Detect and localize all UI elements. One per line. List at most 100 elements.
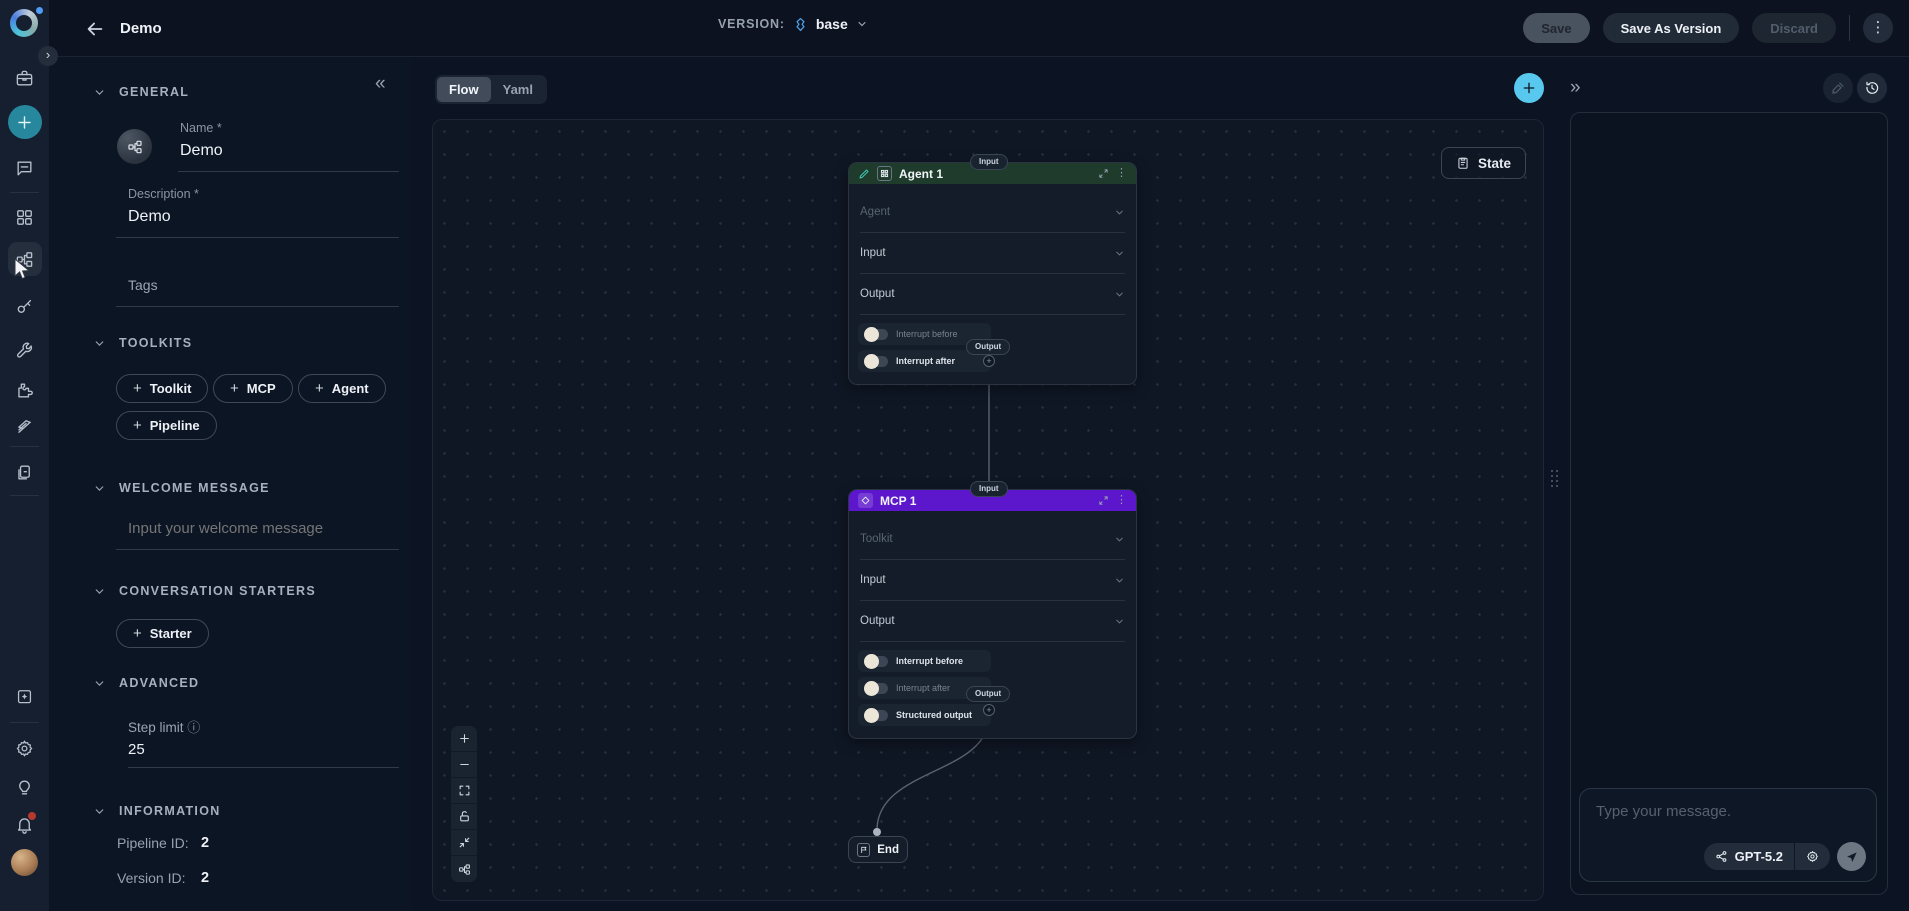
expand-node-icon[interactable] — [1098, 495, 1109, 506]
add-node-button[interactable] — [1514, 73, 1544, 103]
sidebar-item-files[interactable] — [8, 455, 42, 489]
sidebar-item-ideas[interactable] — [8, 770, 42, 804]
interrupt-before-toggle[interactable]: Interrupt before — [858, 650, 991, 672]
tab-flow[interactable]: Flow — [437, 77, 491, 102]
mcp-node[interactable]: MCP 1 ⋮ Toolkit Input Output — [848, 489, 1137, 739]
history-button[interactable] — [1857, 73, 1887, 103]
sidebar-item-apps[interactable] — [8, 200, 42, 234]
discard-button[interactable]: Discard — [1752, 13, 1836, 43]
section-toolkits[interactable]: TOOLKITS — [93, 336, 192, 350]
welcome-message-input[interactable] — [128, 520, 398, 537]
app-logo[interactable] — [10, 9, 38, 37]
sidebar-item-integrations[interactable] — [8, 373, 42, 407]
lock-button[interactable] — [451, 804, 477, 830]
sidebar-item-notifications[interactable] — [8, 807, 42, 841]
node-menu-icon[interactable]: ⋮ — [1116, 494, 1127, 506]
sidebar-item-pipelines[interactable] — [7, 242, 42, 276]
add-edge-connector[interactable]: + — [983, 355, 995, 367]
version-selector[interactable]: VERSION: base — [718, 16, 868, 32]
sidebar-user-avatar[interactable] — [8, 845, 42, 879]
expand-node-icon[interactable] — [1098, 168, 1109, 179]
agent-row-input[interactable]: Input — [860, 233, 1125, 274]
agent-type-icon — [877, 166, 892, 181]
save-as-version-button[interactable]: Save As Version — [1602, 13, 1740, 43]
section-welcome-message[interactable]: WELCOME MESSAGE — [93, 481, 270, 495]
add-agent-button[interactable]: + Agent — [298, 374, 386, 403]
info-icon[interactable]: ⓘ — [187, 720, 201, 735]
back-icon[interactable] — [84, 18, 106, 40]
mcp-row-input[interactable]: Input — [860, 560, 1125, 601]
node-menu-icon[interactable]: ⋮ — [1116, 167, 1127, 179]
name-field[interactable]: Demo — [180, 142, 223, 159]
sidebar-item-projects[interactable] — [8, 61, 42, 95]
chat-input-box[interactable]: GPT-5.2 — [1579, 788, 1877, 882]
state-button[interactable]: State — [1441, 147, 1527, 179]
plus-icon — [18, 115, 31, 129]
tags-label[interactable]: Tags — [128, 277, 158, 293]
agent-input-handle[interactable]: Input — [970, 154, 1008, 170]
panel-resize-handle[interactable] — [1551, 470, 1559, 500]
add-pipeline-button[interactable]: + Pipeline — [116, 411, 217, 440]
fit-view-button[interactable] — [451, 778, 477, 804]
gear-icon — [1807, 851, 1818, 862]
flow-canvas[interactable]: State Input Agent 1 ⋮ Agent — [432, 119, 1544, 901]
agent-row-agent[interactable]: Agent — [860, 192, 1125, 233]
add-starter-button[interactable]: + Starter — [116, 619, 209, 648]
section-conversation-starters[interactable]: CONVERSATION STARTERS — [93, 584, 316, 598]
send-button[interactable] — [1837, 842, 1866, 871]
add-mcp-button[interactable]: + MCP — [213, 374, 293, 403]
edit-icon[interactable] — [858, 168, 870, 180]
collapse-panel-icon[interactable]: « — [375, 73, 386, 94]
toggle-switch-off[interactable] — [864, 353, 888, 369]
interrupt-before-toggle[interactable]: Interrupt before — [858, 323, 991, 345]
mcp-output-handle[interactable]: Output — [966, 686, 1011, 702]
expand-sidebar-button[interactable]: › — [38, 46, 58, 66]
interrupt-after-toggle[interactable]: Interrupt after — [858, 677, 991, 699]
section-information[interactable]: INFORMATION — [93, 804, 221, 818]
agent-output-handle[interactable]: Output — [966, 339, 1011, 355]
agent-node-header[interactable]: Agent 1 ⋮ — [849, 163, 1136, 184]
more-options-button[interactable]: ⋮ — [1863, 13, 1893, 43]
agent-row-output[interactable]: Output — [860, 274, 1125, 315]
toggle-switch-off[interactable] — [864, 326, 888, 342]
sidebar-item-docs[interactable] — [8, 680, 42, 714]
agent-node[interactable]: Agent 1 ⋮ Agent Input Output — [848, 162, 1137, 385]
sidebar-item-chat[interactable] — [8, 151, 42, 185]
zoom-in-button[interactable] — [451, 726, 477, 752]
chat-settings-button[interactable] — [1795, 850, 1830, 863]
canvas-controls — [451, 726, 477, 882]
toggle-switch-off[interactable] — [864, 707, 888, 723]
interrupt-after-toggle[interactable]: Interrupt after — [858, 350, 991, 372]
structured-output-toggle[interactable]: Structured output — [858, 704, 991, 726]
collapse-nodes-button[interactable] — [451, 830, 477, 856]
mcp-node-header[interactable]: MCP 1 ⋮ — [849, 490, 1136, 511]
sidebar-item-credentials[interactable] — [8, 289, 42, 323]
sidebar-item-tools[interactable] — [8, 333, 42, 367]
mcp-input-handle[interactable]: Input — [970, 481, 1008, 497]
chat-message-input[interactable] — [1596, 803, 1856, 833]
sidebar-item-collections[interactable] — [8, 408, 42, 442]
add-toolkit-button[interactable]: + Toolkit — [116, 374, 209, 403]
model-selector[interactable]: GPT-5.2 — [1703, 843, 1830, 870]
zoom-out-button[interactable] — [451, 752, 477, 778]
fit-view-icon — [459, 785, 469, 796]
collapse-chat-icon[interactable]: » — [1570, 77, 1580, 98]
clear-chat-button[interactable] — [1823, 73, 1853, 103]
end-node[interactable]: End — [848, 836, 908, 863]
section-advanced[interactable]: ADVANCED — [93, 676, 199, 690]
toggle-switch-off[interactable] — [864, 680, 888, 696]
toggle-switch-off[interactable] — [864, 653, 888, 669]
sidebar-create-button[interactable] — [7, 105, 42, 139]
sidebar-item-settings[interactable] — [8, 731, 42, 765]
description-field[interactable]: Demo — [128, 208, 171, 225]
mcp-row-output[interactable]: Output — [860, 601, 1125, 642]
auto-layout-button[interactable] — [451, 856, 477, 882]
mcp-row-toolkit[interactable]: Toolkit — [860, 519, 1125, 560]
step-limit-field[interactable]: 25 — [128, 741, 145, 758]
add-edge-connector[interactable]: + — [983, 704, 995, 716]
page-title: Demo — [120, 20, 162, 37]
pipeline-avatar[interactable] — [117, 129, 152, 164]
save-button[interactable]: Save — [1523, 13, 1590, 43]
tab-yaml[interactable]: Yaml — [502, 82, 533, 97]
section-general[interactable]: GENERAL — [93, 85, 189, 99]
